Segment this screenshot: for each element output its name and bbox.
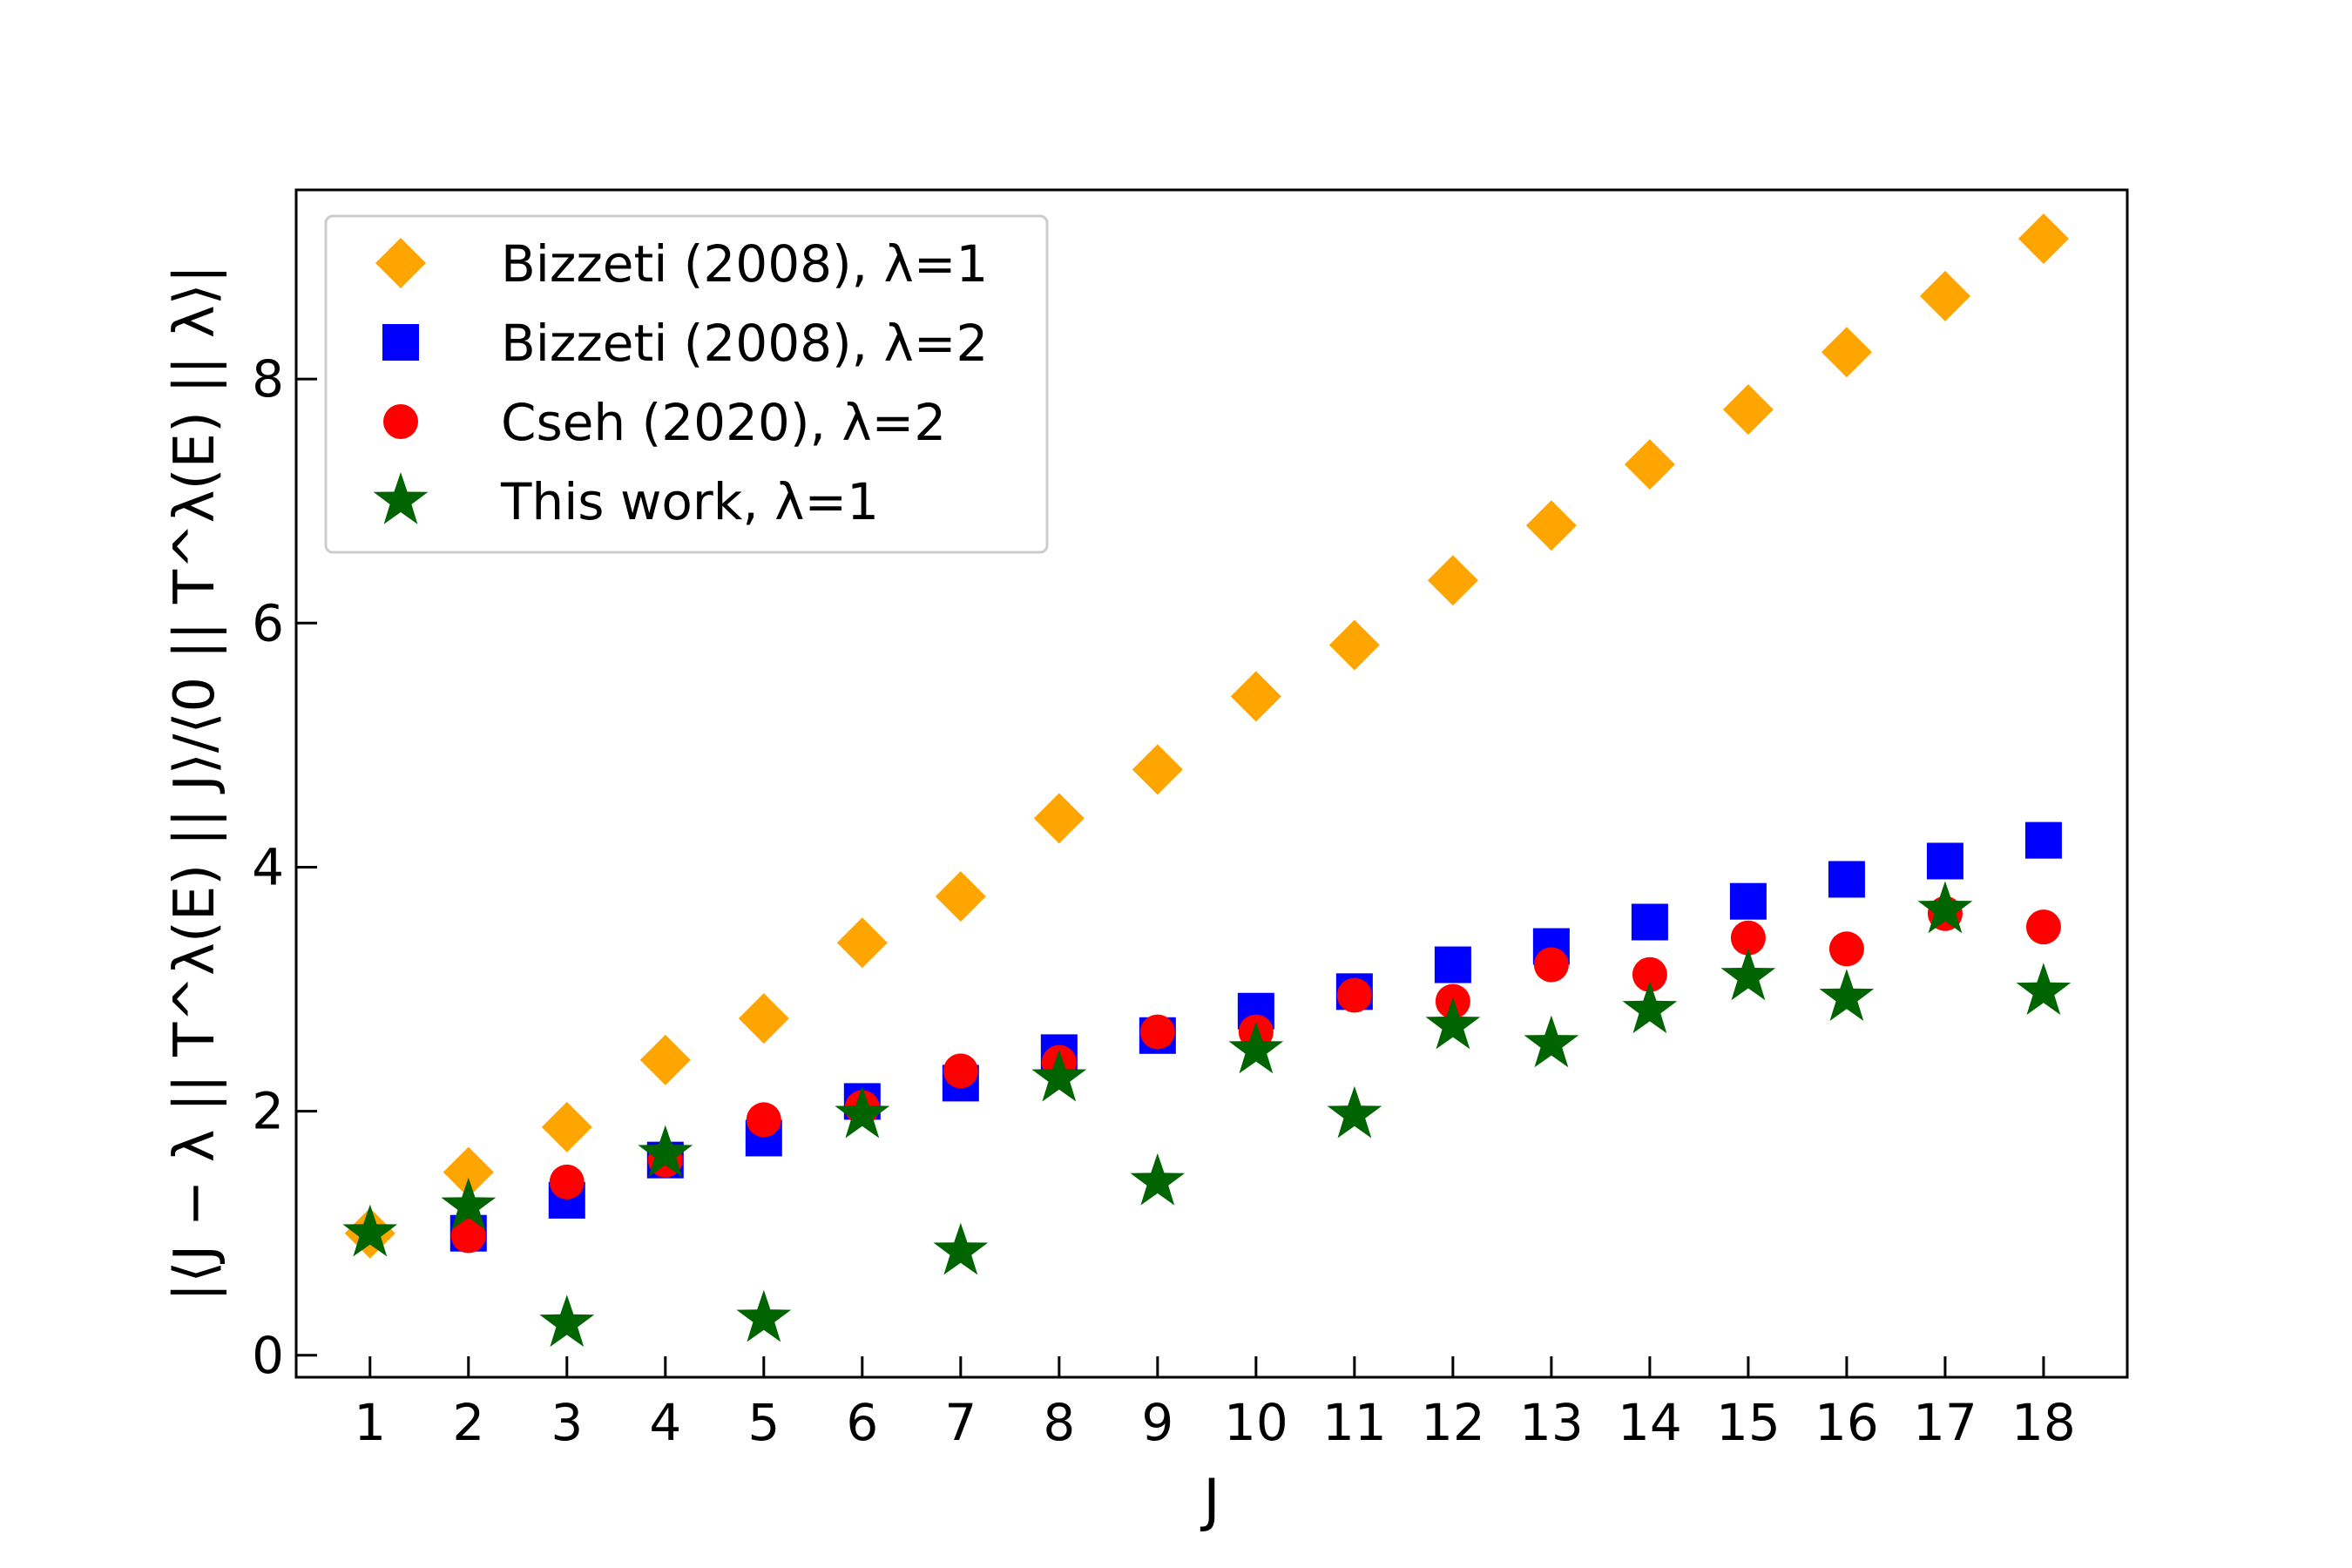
series-3: [342, 881, 2072, 1348]
legend-label: Bizzeti (2008), λ=2: [501, 314, 988, 373]
data-point: [441, 1177, 497, 1230]
x-tick-label: 15: [1716, 1393, 1781, 1452]
data-point: [1720, 948, 1776, 1001]
data-point: [1336, 977, 1372, 1013]
data-point: [1228, 1021, 1284, 1074]
data-point: [736, 1289, 792, 1342]
x-tick-label: 16: [1815, 1393, 1879, 1452]
legend: Bizzeti (2008), λ=1 Bizzeti (2008), λ=2 Cs…: [324, 214, 1049, 554]
data-point: [450, 1218, 486, 1254]
data-point: [342, 1204, 398, 1257]
x-tick-label: 3: [551, 1393, 583, 1452]
data-point: [738, 993, 789, 1044]
x-tick-label: 9: [1141, 1393, 1173, 1452]
data-markers: [342, 213, 2072, 1348]
x-axis-title: J: [1200, 1467, 1220, 1534]
data-point: [1624, 439, 1675, 490]
data-point: [2016, 963, 2072, 1015]
x-tick-label: 17: [1913, 1393, 1977, 1452]
series-0: [344, 213, 2069, 1259]
data-point: [1328, 619, 1380, 671]
data-point: [2025, 909, 2061, 945]
y-axis-title: |⟨J − λ || T^λ(E) || J⟩/⟨0 || T^λ(E) || …: [163, 265, 227, 1301]
x-tick-label: 6: [846, 1393, 878, 1452]
data-point: [1427, 555, 1478, 606]
data-point: [1130, 1152, 1186, 1206]
data-point: [1729, 882, 1767, 920]
data-point: [1230, 671, 1281, 722]
data-point: [1434, 946, 1471, 983]
data-point: [1919, 270, 1970, 321]
data-point: [835, 1085, 890, 1139]
legend-marker: [382, 324, 419, 361]
data-point: [1631, 903, 1668, 941]
legend-frame: [324, 214, 1049, 554]
legend-label: Bizzeti (2008), λ=1: [501, 234, 988, 294]
x-tick-label: 14: [1618, 1393, 1682, 1452]
data-point: [2017, 213, 2069, 265]
data-point: [836, 917, 888, 969]
data-point: [1821, 327, 1872, 378]
y-tick-label: 6: [252, 593, 284, 652]
data-point: [1632, 956, 1667, 992]
data-point: [541, 1101, 592, 1152]
y-tick-label: 8: [252, 349, 284, 409]
legend-marker: [383, 404, 418, 439]
x-tick-label: 13: [1519, 1393, 1584, 1452]
data-point: [1828, 931, 1864, 967]
data-point: [1828, 861, 1865, 898]
x-tick-label: 7: [944, 1393, 977, 1452]
y-tick-label: 4: [252, 837, 284, 896]
x-tick-label: 18: [2011, 1393, 2076, 1452]
data-point: [1819, 969, 1875, 1021]
x-tick-label: 10: [1224, 1393, 1288, 1452]
data-point: [1525, 500, 1577, 551]
data-point: [2024, 821, 2062, 859]
data-point: [1524, 1015, 1579, 1068]
data-point: [443, 1146, 494, 1198]
data-point: [1722, 384, 1774, 436]
y-axis: 0 2 4 6 8: [252, 349, 317, 1385]
data-point: [639, 1034, 691, 1085]
x-axis: 1 2 3 4 5 6 7 8 9 10 11 12 13 14 15 16 17 18: [354, 1356, 2076, 1452]
data-point: [1327, 1085, 1382, 1139]
data-point: [549, 1164, 585, 1200]
x-tick-label: 5: [747, 1393, 780, 1452]
data-point: [746, 1102, 781, 1138]
data-point: [1425, 997, 1481, 1050]
data-point: [1622, 981, 1678, 1034]
data-point: [933, 1222, 989, 1275]
data-point: [935, 871, 986, 923]
data-point: [1926, 842, 1963, 880]
legend-marker: [375, 238, 426, 288]
legend-marker: [373, 472, 429, 524]
series-2: [450, 896, 2061, 1254]
legend-label: This work, λ=1: [500, 472, 879, 531]
data-point: [1031, 1049, 1087, 1102]
x-tick-label: 2: [452, 1393, 484, 1452]
data-point: [943, 1053, 978, 1089]
data-point: [1033, 793, 1085, 844]
data-point: [1917, 881, 1973, 934]
x-tick-label: 12: [1421, 1393, 1485, 1452]
data-point: [1132, 744, 1183, 795]
y-tick-label: 0: [252, 1326, 284, 1385]
x-tick-label: 4: [649, 1393, 681, 1452]
data-point: [638, 1125, 693, 1178]
x-tick-label: 1: [354, 1393, 386, 1452]
data-point: [539, 1294, 595, 1348]
data-point: [1139, 1014, 1175, 1050]
x-tick-label: 11: [1322, 1393, 1387, 1452]
data-point: [1533, 947, 1569, 983]
legend-label: Cseh (2020), λ=2: [501, 393, 946, 452]
y-tick-label: 2: [252, 1082, 284, 1141]
data-point: [1730, 920, 1766, 956]
x-tick-label: 8: [1043, 1393, 1075, 1452]
